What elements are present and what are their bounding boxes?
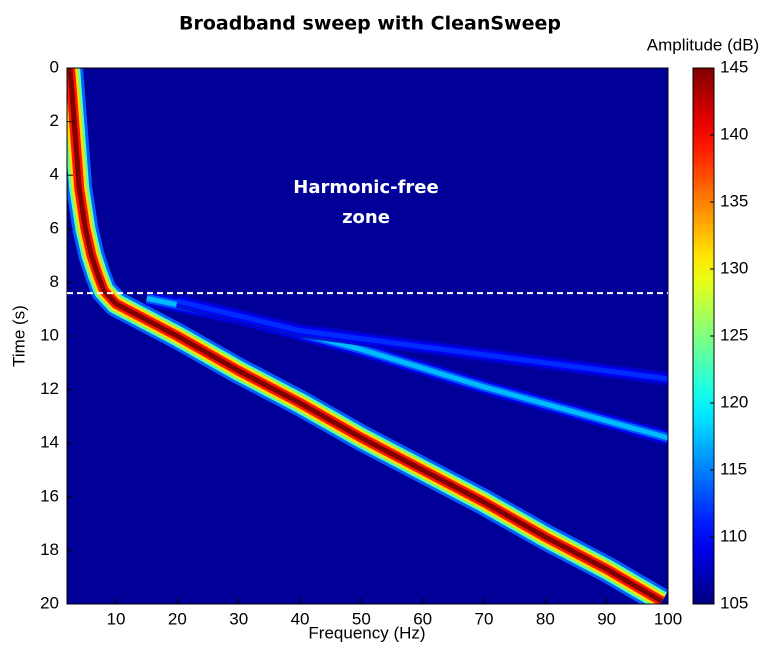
- x-tick-label: 70: [475, 609, 494, 628]
- y-tick-label: 16: [40, 486, 59, 505]
- y-tick-label: 20: [40, 593, 59, 612]
- x-tick-label: 10: [107, 609, 126, 628]
- colorbar-tick-label: 130: [720, 258, 748, 277]
- y-tick-label: 0: [50, 57, 59, 76]
- x-axis-label: Frequency (Hz): [308, 623, 425, 642]
- sweep-band: [176, 298, 668, 382]
- x-tick-label: 40: [291, 609, 310, 628]
- y-tick-label: 6: [50, 218, 59, 237]
- y-tick-label: 10: [40, 325, 59, 344]
- colorbar-tick-label: 110: [720, 526, 747, 545]
- x-tick-label: 100: [654, 609, 682, 628]
- colorbar-label: Amplitude (dB): [647, 35, 759, 54]
- y-tick-label: 14: [40, 433, 59, 452]
- annotation: Harmonic-free: [293, 177, 438, 198]
- y-tick-label: 18: [40, 540, 59, 559]
- y-axis-label: Time (s): [9, 305, 28, 367]
- x-tick-label: 60: [413, 609, 432, 628]
- x-tick-label: 50: [352, 609, 371, 628]
- colorbar-tick-label: 140: [720, 124, 748, 143]
- y-tick-label: 4: [50, 165, 59, 184]
- colorbar-tick-label: 135: [720, 191, 748, 210]
- x-tick-label: 90: [597, 609, 616, 628]
- x-tick-label: 20: [168, 609, 187, 628]
- colorbar-tick-label: 105: [720, 593, 748, 612]
- sweep-band: [67, 68, 664, 604]
- y-tick-label: 12: [40, 379, 59, 398]
- colorbar-tick-label: 125: [720, 325, 748, 344]
- annotation: zone: [342, 207, 390, 228]
- colorbar-tick-label: 115: [720, 459, 747, 478]
- plot-area: [67, 68, 668, 604]
- y-tick-label: 2: [50, 111, 59, 130]
- x-tick-label: 80: [536, 609, 555, 628]
- colorbar-tick-label: 145: [720, 57, 748, 76]
- colorbar-tick-label: 120: [720, 392, 748, 411]
- chart-title: Broadband sweep with CleanSweep: [179, 13, 561, 35]
- x-tick-label: 30: [229, 609, 248, 628]
- y-tick-label: 8: [50, 272, 59, 291]
